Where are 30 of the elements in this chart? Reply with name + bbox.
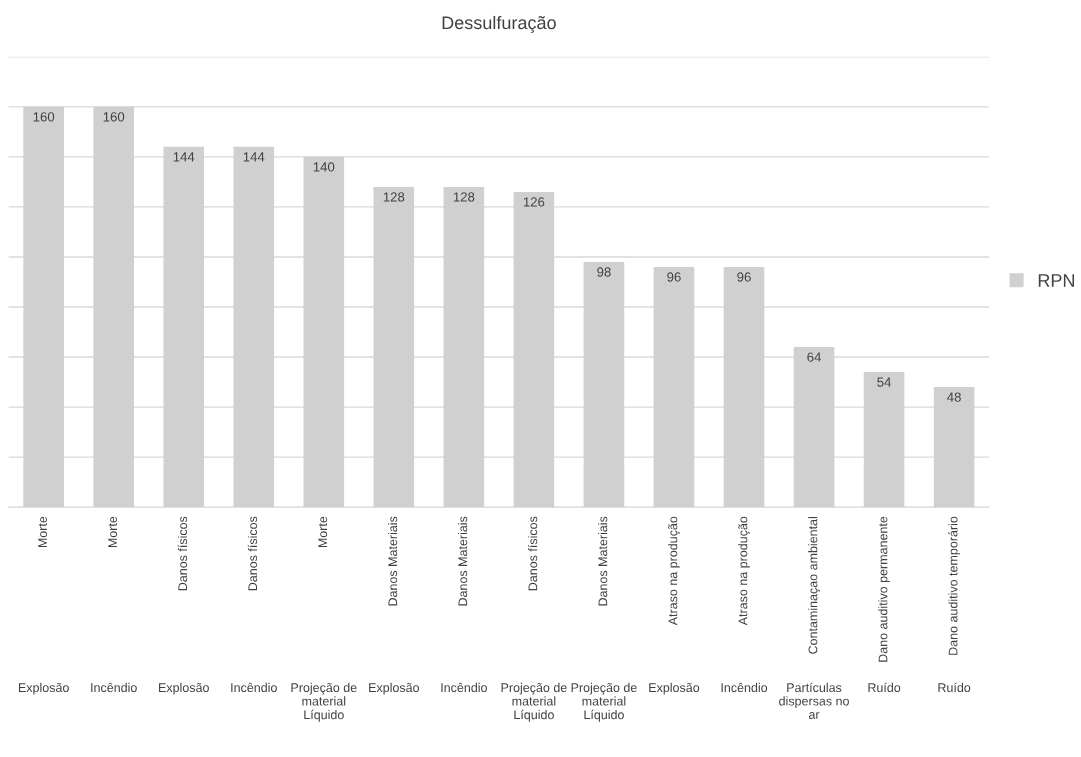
data-label: 128 xyxy=(383,192,405,202)
data-label: 126 xyxy=(523,197,545,207)
data-label: 140 xyxy=(313,162,335,172)
data-label: 54 xyxy=(877,377,892,387)
category-label: Morte Incêndio xyxy=(91,516,137,693)
category-label: Morte Projeção de material Líquido xyxy=(291,516,357,722)
category-label: Danos físicos Projeção de material Líquido xyxy=(501,516,567,722)
category-label: Dano auditivo temporário Ruído xyxy=(938,516,971,693)
category-label: Danos Materiais Explosão xyxy=(369,516,420,695)
data-label: 96 xyxy=(667,272,681,282)
data-label: 144 xyxy=(243,152,265,162)
category-label: Atraso na produção Explosão xyxy=(649,516,700,695)
chart-title: Dessulfuração xyxy=(442,15,556,33)
data-label: 98 xyxy=(597,267,611,277)
data-label: 48 xyxy=(947,392,961,402)
category-label: Atraso na produção Incêndio xyxy=(721,516,768,693)
data-label: 144 xyxy=(173,152,195,162)
category-label: Danos físicos Incêndio xyxy=(231,516,277,693)
data-label: 160 xyxy=(33,112,55,122)
data-label: 96 xyxy=(737,272,751,282)
category-label: Dano auditivo permanente Ruído xyxy=(868,516,901,693)
legend-label: RPN xyxy=(1038,274,1074,287)
data-label: 160 xyxy=(103,112,125,122)
category-label: Morte Explosão xyxy=(18,516,69,695)
category-label: Contaminaçao ambiental Partículas dispersas no ar xyxy=(779,517,849,719)
category-label: Danos Materiais Projeção de material Líquido xyxy=(571,516,637,722)
data-label: 128 xyxy=(453,192,475,202)
category-label: Danos físicos Explosão xyxy=(159,516,209,695)
data-label: 64 xyxy=(807,352,821,362)
category-label: Danos Materiais Incêndio xyxy=(441,516,487,693)
